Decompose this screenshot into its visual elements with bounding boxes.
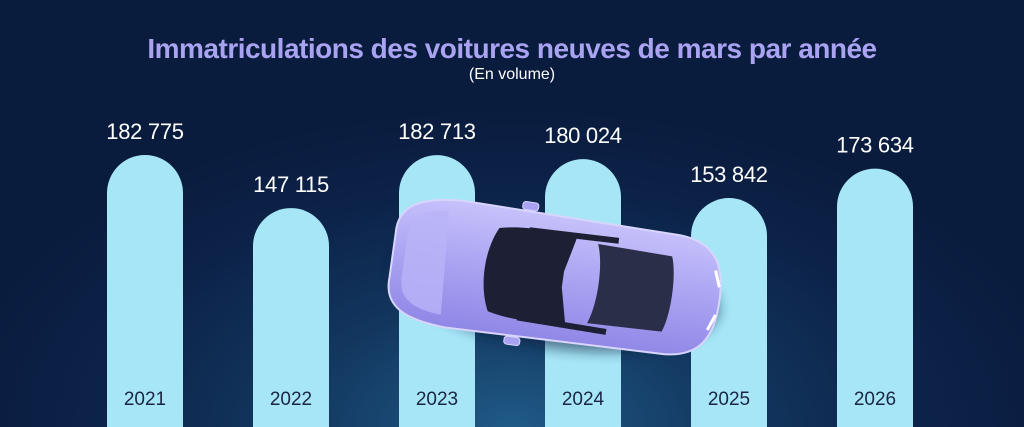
bar-2026 — [837, 168, 913, 427]
bar-2021 — [107, 155, 183, 427]
value-label: 173 634 — [836, 133, 913, 158]
car-illustration — [387, 198, 722, 356]
value-label: 153 842 — [690, 162, 767, 187]
category-label: 2022 — [270, 389, 312, 410]
chart-title: Immatriculations des voitures neuves de … — [147, 33, 877, 64]
category-label: 2021 — [124, 389, 166, 410]
value-label: 182 775 — [106, 119, 183, 144]
value-label: 147 115 — [253, 172, 329, 197]
chart-subtitle: (En volume) — [468, 66, 556, 83]
value-label: 182 713 — [398, 119, 475, 144]
category-label: 2026 — [854, 389, 896, 410]
category-label: 2024 — [562, 389, 605, 410]
category-label: 2023 — [416, 389, 458, 410]
bar-2022 — [253, 208, 329, 427]
category-label: 2025 — [708, 389, 750, 410]
value-label: 180 024 — [544, 123, 621, 148]
